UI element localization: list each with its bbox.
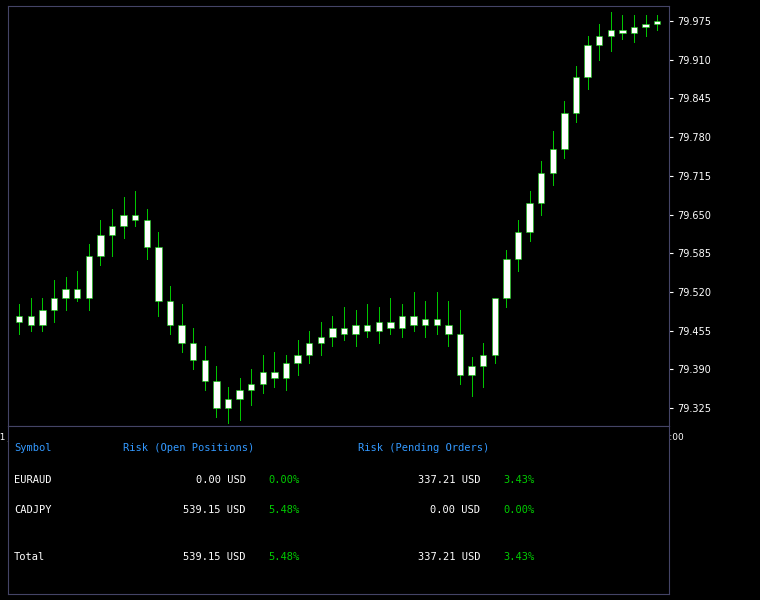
Text: 0.00%: 0.00%	[269, 475, 300, 485]
Bar	[364, 325, 370, 331]
Bar	[271, 373, 277, 379]
Bar	[236, 390, 242, 399]
Bar	[642, 24, 649, 27]
Bar	[549, 149, 556, 173]
Bar	[422, 319, 429, 325]
Bar	[201, 361, 208, 382]
Text: 0.00%: 0.00%	[503, 505, 535, 515]
Bar	[607, 30, 614, 36]
Text: 0.00 USD: 0.00 USD	[195, 475, 245, 485]
Text: 539.15 USD: 539.15 USD	[183, 552, 245, 562]
Bar	[410, 316, 416, 325]
Bar	[86, 256, 92, 298]
Bar	[538, 173, 544, 203]
Text: 5.48%: 5.48%	[269, 505, 300, 515]
Bar	[120, 215, 127, 226]
Bar	[294, 355, 301, 364]
Text: 0.00 USD: 0.00 USD	[430, 505, 480, 515]
Text: 3.43%: 3.43%	[503, 475, 535, 485]
Bar	[387, 322, 394, 328]
Bar	[434, 319, 440, 325]
Bar	[573, 77, 579, 113]
Bar	[399, 316, 405, 328]
Bar	[503, 259, 510, 298]
Bar	[445, 325, 451, 334]
Bar	[225, 399, 231, 408]
Bar	[340, 328, 347, 334]
Bar	[353, 325, 359, 334]
Text: CADJPY: CADJPY	[14, 505, 52, 515]
Text: Risk (Pending Orders): Risk (Pending Orders)	[358, 443, 489, 453]
Text: EURAUD: EURAUD	[14, 475, 52, 485]
Bar	[97, 235, 103, 256]
Bar	[492, 298, 498, 355]
Bar	[329, 328, 336, 337]
Text: 3.43%: 3.43%	[503, 552, 535, 562]
Bar	[248, 384, 255, 390]
Bar	[16, 316, 22, 322]
Bar	[179, 325, 185, 343]
Text: 337.21 USD: 337.21 USD	[418, 552, 480, 562]
Bar	[27, 316, 34, 325]
Bar	[561, 113, 568, 149]
Bar	[306, 343, 312, 355]
Bar	[166, 301, 173, 325]
Bar	[318, 337, 324, 343]
Bar	[283, 364, 290, 379]
Text: Symbol: Symbol	[14, 443, 52, 453]
Bar	[527, 203, 533, 232]
Bar	[457, 334, 463, 376]
Bar	[468, 367, 475, 376]
Bar	[260, 373, 266, 384]
Bar	[375, 322, 382, 331]
Bar	[40, 310, 46, 325]
Bar	[654, 21, 660, 24]
Bar	[51, 298, 57, 310]
Bar	[596, 36, 603, 45]
Bar	[155, 247, 162, 301]
Bar	[214, 382, 220, 408]
Text: 337.21 USD: 337.21 USD	[418, 475, 480, 485]
Bar	[631, 27, 637, 33]
Bar	[109, 226, 116, 235]
Text: Risk (Open Positions): Risk (Open Positions)	[123, 443, 255, 453]
Text: Total: Total	[14, 552, 46, 562]
Text: 539.15 USD: 539.15 USD	[183, 505, 245, 515]
Bar	[144, 220, 150, 247]
Bar	[62, 289, 69, 298]
Bar	[132, 215, 138, 220]
Bar	[74, 289, 81, 298]
Bar	[584, 45, 591, 77]
Bar	[480, 355, 486, 367]
Bar	[190, 343, 196, 361]
Bar	[619, 30, 625, 33]
Bar	[515, 232, 521, 259]
Text: 5.48%: 5.48%	[269, 552, 300, 562]
